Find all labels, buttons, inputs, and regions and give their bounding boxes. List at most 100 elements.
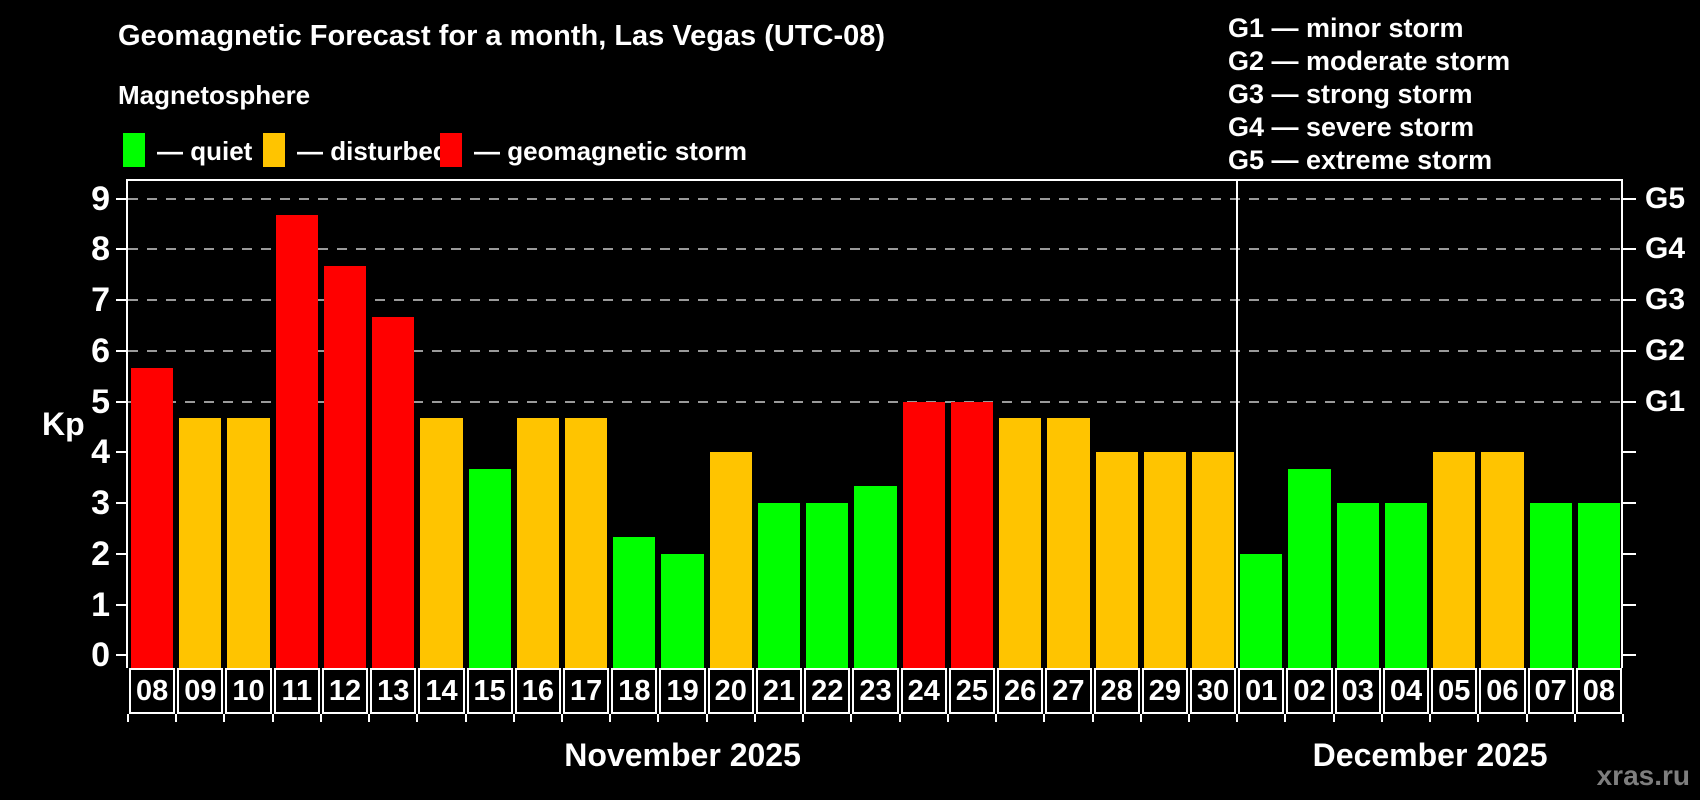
kp-bar-17: [565, 418, 608, 668]
kp-bar-28: [1095, 452, 1138, 668]
x-tick-2: [223, 714, 226, 722]
y-tick-right-9: [1623, 197, 1636, 200]
storm-scale-g5: G5 — extreme storm: [1228, 145, 1493, 175]
kp-bar-04: [1384, 503, 1428, 668]
x-tick-28: [1477, 714, 1480, 722]
date-label-10: 10: [225, 668, 272, 714]
date-label-30: 30: [1189, 668, 1237, 714]
y-tick-left-6: [116, 349, 128, 352]
y-tick-left-0: [116, 654, 128, 657]
y-tick-left-7: [116, 299, 128, 302]
date-label-14: 14: [418, 668, 465, 714]
date-label-02: 02: [1286, 668, 1333, 714]
y-tick-right-1: [1623, 603, 1636, 606]
month-label-december: December 2025: [1312, 737, 1548, 773]
kp-bar-08: [1577, 503, 1620, 668]
gridline-g2: [128, 349, 1623, 352]
storm-scale-g2: G2 — moderate storm: [1228, 46, 1511, 76]
kp-bar-11: [275, 215, 318, 668]
kp-bar-13: [372, 316, 415, 668]
date-label-12: 12: [321, 668, 369, 714]
y-tick-right-4: [1623, 451, 1636, 454]
kp-bar-26: [999, 418, 1042, 668]
date-label-08: 08: [1575, 668, 1622, 714]
kp-bar-06: [1481, 452, 1524, 668]
x-tick-11: [657, 714, 660, 722]
y-tick-label-4: 4: [91, 433, 110, 472]
x-tick-30: [1573, 714, 1576, 722]
quiet-legend-swatch: [123, 133, 145, 167]
x-tick-29: [1525, 714, 1528, 722]
x-tick-19: [1043, 714, 1046, 722]
x-tick-26: [1380, 714, 1383, 722]
x-tick-5: [368, 714, 371, 722]
y-tick-label-5: 5: [91, 382, 110, 421]
x-tick-17: [946, 714, 949, 722]
kp-bar-08: [131, 367, 174, 668]
month-separator-line: [1236, 179, 1239, 668]
date-label-23: 23: [852, 668, 899, 714]
gridline-g5: [128, 197, 1623, 200]
x-tick-14: [802, 714, 805, 722]
disturbed-legend-label: — disturbed: [297, 136, 449, 166]
plot-area: [126, 179, 1623, 668]
y-tick-right-3: [1623, 502, 1636, 505]
storm-legend-swatch: [440, 133, 462, 167]
kp-bar-27: [1047, 418, 1090, 668]
date-label-03: 03: [1334, 668, 1381, 714]
right-axis-label-g4: G4: [1645, 232, 1686, 266]
y-tick-left-1: [116, 603, 128, 606]
chart-subtitle: Magnetosphere: [118, 80, 311, 110]
x-tick-27: [1429, 714, 1432, 722]
kp-bar-21: [757, 503, 801, 668]
x-tick-1: [175, 714, 178, 722]
date-label-28: 28: [1093, 668, 1140, 714]
kp-bar-09: [179, 418, 222, 668]
storm-scale-legend: G1 — minor storm G2 — moderate storm G3 …: [1228, 12, 1510, 177]
gridline-g3: [128, 299, 1623, 302]
kp-bar-24: [902, 401, 945, 668]
y-axis-label: Kp: [42, 406, 85, 442]
x-tick-18: [995, 714, 998, 722]
right-axis-label-g2: G2: [1645, 333, 1686, 367]
y-tick-label-3: 3: [91, 484, 110, 523]
x-tick-10: [609, 714, 612, 722]
storm-legend-label: — geomagnetic storm: [474, 136, 748, 166]
kp-bar-18: [613, 537, 656, 668]
y-tick-right-5: [1623, 400, 1636, 403]
kp-bar-25: [950, 401, 994, 668]
y-tick-label-7: 7: [91, 281, 110, 320]
gridline-g1: [128, 400, 1623, 403]
storm-scale-g4: G4 — severe storm: [1228, 112, 1475, 142]
kp-bar-29: [1143, 452, 1186, 668]
quiet-legend-label: — quiet: [157, 136, 253, 166]
kp-bar-01: [1240, 553, 1283, 668]
date-label-22: 22: [804, 668, 851, 714]
y-tick-label-0: 0: [91, 636, 110, 675]
kp-bar-23: [854, 486, 897, 668]
y-tick-label-1: 1: [91, 585, 110, 624]
date-label-29: 29: [1141, 668, 1188, 714]
y-tick-right-7: [1623, 299, 1636, 302]
date-label-11: 11: [273, 668, 320, 714]
date-label-24: 24: [900, 668, 947, 714]
x-tick-0: [127, 714, 129, 722]
kp-bar-16: [516, 418, 560, 668]
kp-bar-20: [709, 452, 752, 668]
y-tick-left-8: [116, 248, 128, 251]
y-tick-label-8: 8: [91, 230, 110, 269]
date-label-05: 05: [1431, 668, 1478, 714]
date-label-20: 20: [707, 668, 754, 714]
kp-bar-12: [323, 266, 367, 668]
y-tick-right-2: [1623, 552, 1636, 555]
date-label-19: 19: [659, 668, 706, 714]
right-axis-label-g1: G1: [1645, 384, 1686, 418]
kp-bar-15: [468, 469, 511, 668]
date-label-17: 17: [563, 668, 610, 714]
kp-bar-07: [1529, 503, 1572, 668]
gridline-g4: [128, 248, 1623, 251]
x-tick-16: [898, 714, 901, 722]
date-label-09: 09: [177, 668, 224, 714]
x-tick-9: [561, 714, 564, 722]
